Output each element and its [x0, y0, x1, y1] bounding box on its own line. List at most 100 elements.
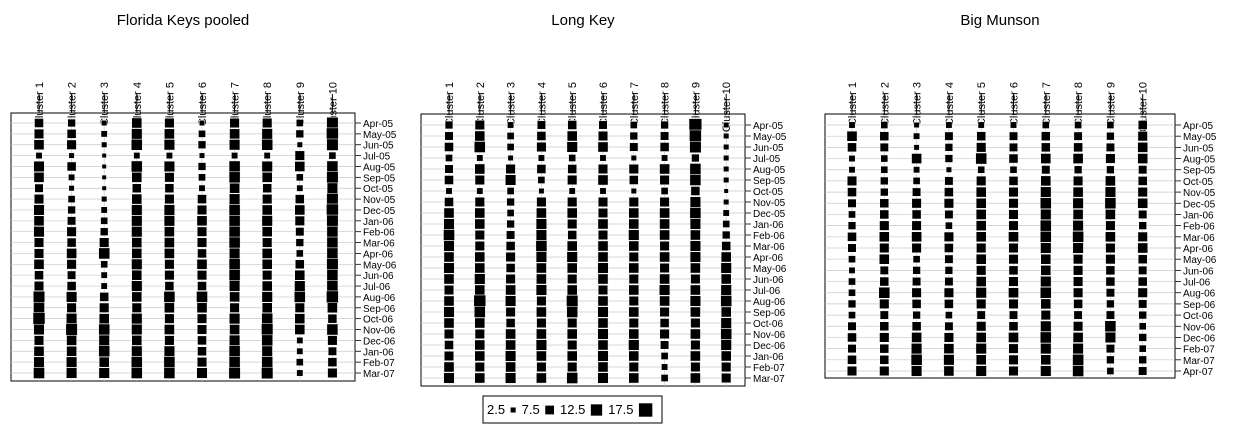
- abundance-square: [445, 187, 453, 195]
- abundance-square: [228, 258, 241, 271]
- abundance-square: [131, 345, 143, 357]
- abundance-square: [163, 345, 175, 357]
- abundance-square: [261, 258, 273, 270]
- abundance-square: [567, 361, 578, 373]
- abundance-square: [1105, 288, 1115, 298]
- abundance-square: [1073, 175, 1084, 186]
- abundance-square: [975, 354, 987, 366]
- cluster-label: Cluster 3: [99, 82, 111, 126]
- abundance-square: [567, 174, 578, 186]
- abundance-square: [976, 175, 987, 186]
- abundance-square: [628, 273, 639, 285]
- abundance-square: [723, 132, 730, 140]
- abundance-square: [326, 116, 339, 130]
- abundance-square: [1073, 265, 1084, 276]
- cluster-label: Cluster 5: [976, 82, 988, 126]
- abundance-square: [262, 237, 273, 248]
- abundance-square: [261, 204, 273, 216]
- abundance-square: [1137, 131, 1148, 142]
- abundance-square: [566, 207, 578, 219]
- abundance-square: [100, 130, 108, 138]
- abundance-square: [629, 142, 639, 152]
- abundance-square: [164, 194, 175, 205]
- legend-square: [638, 403, 653, 417]
- abundance-square: [599, 187, 607, 195]
- abundance-square: [33, 248, 45, 259]
- abundance-square: [597, 284, 609, 296]
- abundance-square: [196, 291, 208, 303]
- abundance-square: [1008, 365, 1019, 377]
- abundance-square: [1040, 242, 1052, 254]
- abundance-square: [566, 240, 578, 252]
- abundance-square: [879, 131, 890, 141]
- abundance-square: [98, 334, 110, 346]
- abundance-square: [846, 365, 858, 377]
- month-label: Apr-05: [753, 121, 783, 132]
- abundance-square: [568, 187, 576, 195]
- abundance-square: [294, 204, 306, 216]
- month-label: Sep-05: [753, 176, 786, 187]
- abundance-square: [689, 207, 702, 219]
- abundance-square: [975, 186, 987, 198]
- month-label: Mar-07: [753, 374, 785, 385]
- abundance-square: [66, 129, 77, 139]
- abundance-square: [659, 207, 670, 219]
- abundance-square: [628, 339, 640, 351]
- abundance-square: [878, 231, 890, 243]
- abundance-square: [723, 188, 729, 194]
- abundance-square: [262, 117, 273, 129]
- abundance-square: [879, 365, 890, 377]
- month-label: Apr-06: [1183, 244, 1213, 255]
- abundance-square: [535, 251, 547, 263]
- abundance-square: [1137, 276, 1148, 287]
- month-label: May-05: [753, 132, 787, 143]
- abundance-square: [163, 215, 175, 227]
- abundance-square: [507, 121, 515, 129]
- abundance-square: [67, 270, 77, 280]
- abundance-square: [1073, 287, 1084, 298]
- abundance-square: [474, 218, 486, 230]
- abundance-square: [945, 311, 953, 319]
- month-label: Sep-05: [1183, 166, 1216, 177]
- abundance-square: [295, 238, 304, 247]
- abundance-square: [536, 273, 547, 285]
- abundance-square: [196, 258, 208, 270]
- abundance-square: [599, 154, 607, 162]
- abundance-square: [880, 121, 889, 129]
- abundance-square: [977, 121, 985, 129]
- abundance-square: [164, 172, 175, 183]
- abundance-square: [597, 350, 609, 362]
- month-label: Aug-05: [1183, 155, 1216, 166]
- month-label: May-06: [1183, 255, 1217, 266]
- abundance-square: [944, 243, 954, 253]
- abundance-square: [690, 361, 701, 373]
- abundance-square: [228, 356, 241, 368]
- abundance-square: [474, 317, 486, 329]
- abundance-square: [567, 230, 577, 240]
- month-label: Oct-05: [753, 187, 783, 198]
- abundance-square: [848, 288, 856, 297]
- abundance-square: [198, 173, 206, 182]
- abundance-square: [1041, 165, 1051, 175]
- abundance-square: [690, 229, 701, 241]
- panel-title: Long Key: [551, 12, 615, 29]
- abundance-square: [566, 251, 578, 263]
- abundance-square: [659, 318, 670, 328]
- abundance-square: [33, 280, 45, 292]
- abundance-square: [629, 175, 639, 185]
- month-label: Sep-06: [1183, 300, 1216, 311]
- month-label: Apr-05: [1183, 121, 1213, 132]
- abundance-square: [847, 243, 857, 253]
- abundance-square: [660, 120, 669, 130]
- abundance-square: [628, 372, 640, 384]
- abundance-square: [261, 323, 274, 336]
- abundance-square: [506, 197, 515, 207]
- abundance-square: [597, 295, 609, 307]
- abundance-square: [33, 194, 45, 205]
- abundance-square: [1008, 265, 1019, 276]
- month-label: Jun-06: [363, 271, 394, 282]
- abundance-square: [506, 209, 515, 217]
- abundance-square: [689, 240, 701, 252]
- abundance-square: [228, 345, 241, 358]
- abundance-square: [100, 206, 108, 214]
